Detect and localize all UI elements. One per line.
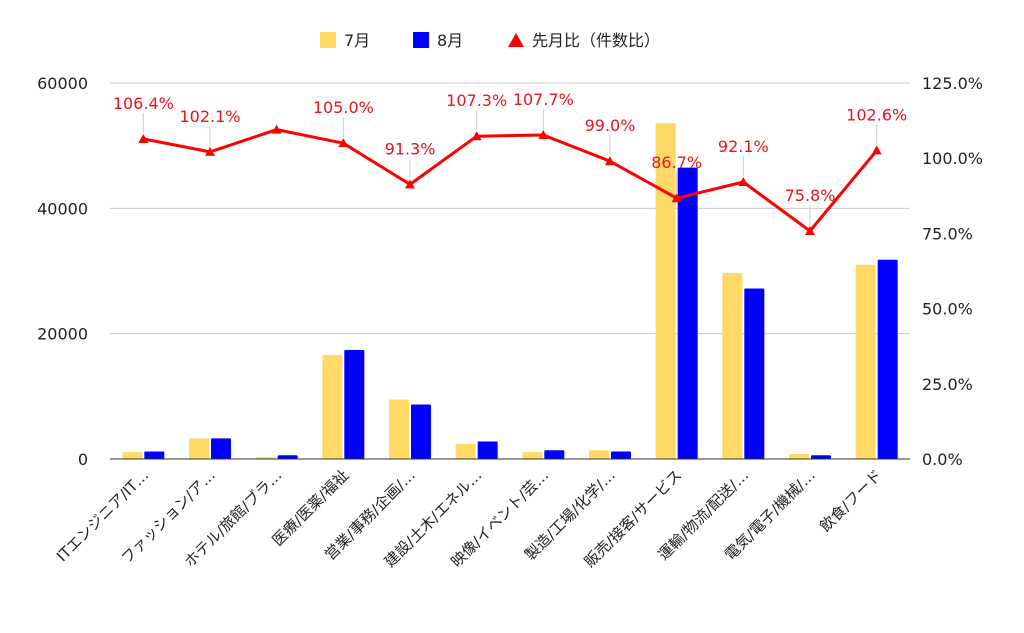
bar-july <box>189 438 209 459</box>
category-labels: ITエンジニア/IT…ファッション/ア…ホテル/旅館/ブラ…医療/医薬/福祉営業… <box>53 466 885 571</box>
legend-marker-ratio <box>508 33 524 47</box>
legend-swatch-july <box>320 32 336 48</box>
ratio-data-label: 102.6% <box>846 105 907 124</box>
ratio-data-label: 91.3% <box>385 139 436 158</box>
ratio-point <box>805 225 815 235</box>
legend: 7月 8月 先月比（件数比） <box>320 31 660 50</box>
bar-july <box>522 452 543 459</box>
ratio-line <box>138 124 882 235</box>
bar-august <box>477 441 498 459</box>
bar-august <box>677 167 698 459</box>
ratio-point <box>271 124 282 134</box>
left-tick-label: 60000 <box>37 74 88 93</box>
ratio-data-label: 99.0% <box>585 116 636 135</box>
ratio-data-label: 102.1% <box>179 107 240 126</box>
ratio-point <box>138 133 149 143</box>
bar-july <box>855 264 876 459</box>
bar-july <box>389 399 409 459</box>
legend-label-july: 7月 <box>344 31 370 50</box>
ratio-point <box>871 145 882 155</box>
ratio-point <box>605 156 615 166</box>
ratio-line-path <box>143 128 878 233</box>
bar-august <box>344 349 365 459</box>
ratio-point <box>405 179 415 189</box>
legend-label-august: 8月 <box>437 31 463 50</box>
ratio-data-label: 107.7% <box>513 90 574 109</box>
bar-july <box>789 453 809 459</box>
bar-july <box>589 450 609 459</box>
ratio-labels: 106.4% 102.1% 105.0% 91.3% 107.3% 107.7% 99.0%… <box>113 90 907 225</box>
right-axis: 0.0% 25.0% 50.0% 75.0% 100.0% 125.0% <box>922 74 983 469</box>
left-tick-label: 0 <box>78 450 88 469</box>
right-tick-label: 0.0% <box>922 450 963 469</box>
bar-july <box>322 354 343 459</box>
ratio-data-label: 106.4% <box>113 94 174 113</box>
bar-august <box>544 450 565 459</box>
bar-august <box>611 451 631 459</box>
bar-july <box>722 272 743 459</box>
bar-july <box>655 123 676 460</box>
bar-july <box>122 452 143 459</box>
bar-august <box>744 288 765 459</box>
ratio-point <box>671 193 682 203</box>
left-axis: 0 20000 40000 60000 <box>37 74 88 469</box>
ratio-point <box>538 130 549 140</box>
bar-august <box>144 451 165 459</box>
left-tick-label: 20000 <box>37 325 88 344</box>
ratio-data-label: 75.8% <box>785 186 836 205</box>
right-tick-label: 25.0% <box>922 375 973 394</box>
right-tick-label: 125.0% <box>922 74 983 93</box>
ratio-data-label: 92.1% <box>718 137 769 156</box>
bar-august <box>277 455 298 459</box>
ratio-point <box>471 131 482 141</box>
bar-august <box>211 438 231 459</box>
right-tick-label: 50.0% <box>922 300 973 319</box>
ratio-point <box>338 138 349 148</box>
bar-august <box>877 259 898 459</box>
bar-july <box>455 443 476 459</box>
bar-august <box>411 404 431 459</box>
right-tick-label: 75.0% <box>922 224 973 243</box>
ratio-data-label: 105.0% <box>313 98 374 117</box>
legend-swatch-august <box>413 32 429 48</box>
right-tick-label: 100.0% <box>922 149 983 168</box>
bars <box>122 123 898 460</box>
category-label: 飲食/フード <box>816 466 885 535</box>
left-tick-label: 40000 <box>37 199 88 218</box>
ratio-data-label: 86.7% <box>651 153 702 172</box>
ratio-data-label: 107.3% <box>446 91 507 110</box>
ratio-point <box>205 146 215 156</box>
legend-label-ratio: 先月比（件数比） <box>532 31 660 50</box>
bar-august <box>811 455 831 459</box>
ratio-point <box>738 176 749 186</box>
